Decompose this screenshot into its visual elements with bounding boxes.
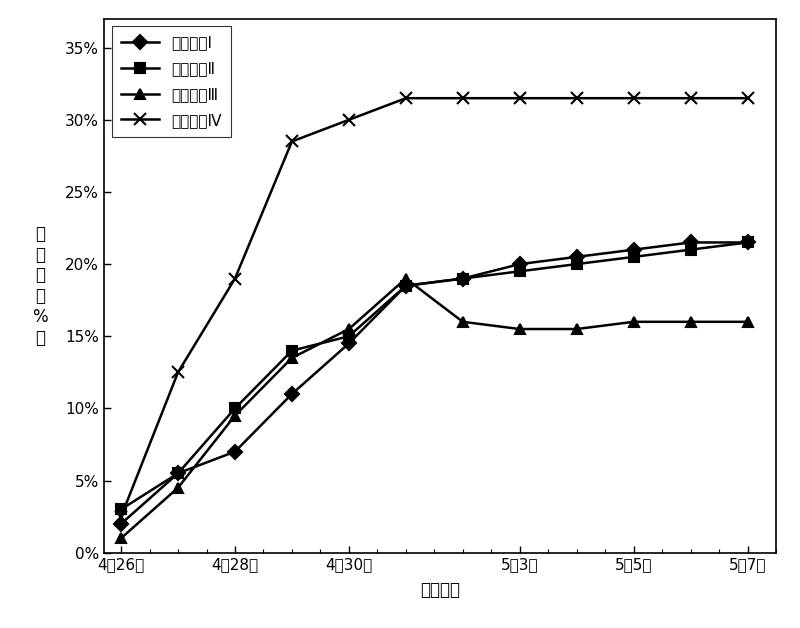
处理水平Ⅰ [174, 470, 183, 477]
处理水平Ⅱ [174, 470, 183, 477]
处理水平Ⅰ [344, 340, 354, 347]
处理水平Ⅳ [742, 94, 752, 102]
Legend: 处理水平Ⅰ, 处理水平Ⅱ, 处理水平Ⅲ, 处理水平Ⅳ: 处理水平Ⅰ, 处理水平Ⅱ, 处理水平Ⅲ, 处理水平Ⅳ [112, 26, 231, 137]
处理水平Ⅲ [344, 325, 354, 333]
处理水平Ⅳ [686, 94, 695, 102]
处理水平Ⅱ [572, 261, 582, 268]
Line: 处理水平Ⅲ: 处理水平Ⅲ [116, 274, 752, 543]
处理水平Ⅲ [742, 318, 752, 325]
处理水平Ⅱ [742, 239, 752, 246]
处理水平Ⅱ [344, 332, 354, 340]
处理水平Ⅲ [401, 275, 410, 283]
处理水平Ⅱ [629, 253, 638, 261]
处理水平Ⅳ [401, 94, 410, 102]
处理水平Ⅲ [230, 412, 240, 420]
处理水平Ⅱ [116, 506, 126, 513]
Text: 发
芽
率
（
%
）: 发 芽 率 （ % ） [32, 225, 48, 347]
处理水平Ⅱ [287, 347, 297, 354]
处理水平Ⅲ [515, 325, 525, 333]
处理水平Ⅱ [686, 246, 695, 254]
处理水平Ⅱ [401, 282, 410, 290]
处理水平Ⅳ [174, 369, 183, 376]
处理水平Ⅱ [458, 275, 467, 283]
处理水平Ⅰ [230, 448, 240, 455]
处理水平Ⅰ [572, 253, 582, 261]
处理水平Ⅳ [629, 94, 638, 102]
X-axis label: 生长日期: 生长日期 [420, 581, 460, 599]
Line: 处理水平Ⅳ: 处理水平Ⅳ [115, 92, 754, 523]
处理水平Ⅲ [686, 318, 695, 325]
处理水平Ⅲ [287, 354, 297, 362]
处理水平Ⅰ [686, 239, 695, 246]
处理水平Ⅳ [344, 116, 354, 124]
Line: 处理水平Ⅰ: 处理水平Ⅰ [116, 237, 752, 529]
处理水平Ⅲ [116, 534, 126, 542]
处理水平Ⅲ [174, 484, 183, 492]
Line: 处理水平Ⅱ: 处理水平Ⅱ [116, 237, 752, 514]
处理水平Ⅳ [287, 138, 297, 145]
处理水平Ⅰ [742, 239, 752, 246]
处理水平Ⅳ [230, 275, 240, 283]
处理水平Ⅳ [515, 94, 525, 102]
处理水平Ⅰ [515, 261, 525, 268]
处理水平Ⅳ [116, 513, 126, 521]
处理水平Ⅱ [515, 268, 525, 275]
处理水平Ⅲ [629, 318, 638, 325]
处理水平Ⅳ [458, 94, 467, 102]
处理水平Ⅲ [458, 318, 467, 325]
处理水平Ⅱ [230, 404, 240, 412]
处理水平Ⅰ [287, 390, 297, 398]
处理水平Ⅲ [572, 325, 582, 333]
处理水平Ⅰ [401, 282, 410, 290]
处理水平Ⅰ [116, 520, 126, 528]
处理水平Ⅰ [629, 246, 638, 254]
处理水平Ⅰ [458, 275, 467, 283]
处理水平Ⅳ [572, 94, 582, 102]
